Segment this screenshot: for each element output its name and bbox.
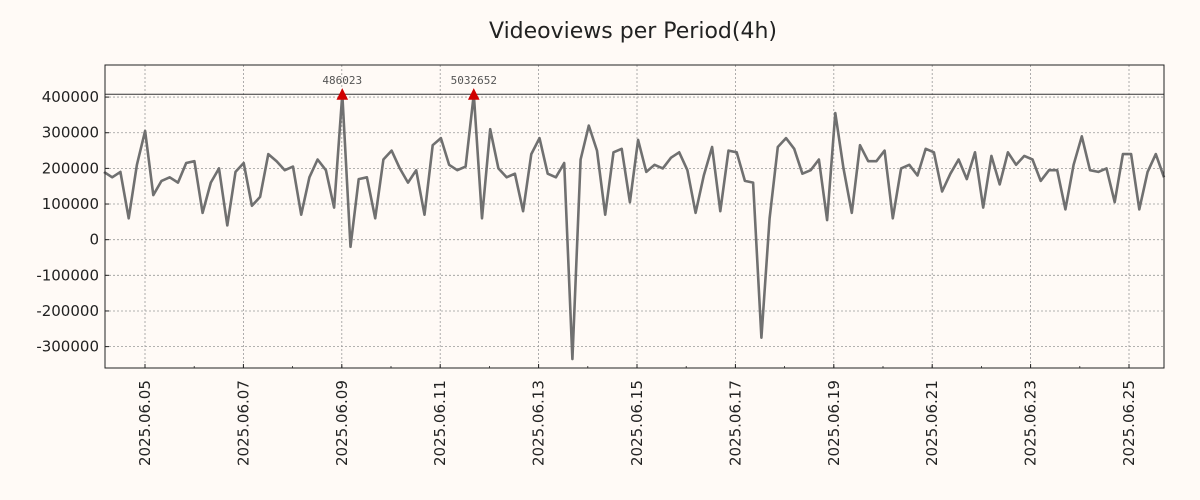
y-tick-label: 200000 (42, 159, 99, 177)
x-tick-label: 2025.06.11 (431, 380, 449, 466)
x-tick-label: 2025.06.09 (333, 380, 351, 466)
x-tick-label: 2025.06.13 (530, 380, 548, 466)
series-line (103, 92, 1166, 361)
peak-label: 5032652 (451, 74, 497, 87)
x-tick-label: 2025.06.23 (1022, 380, 1040, 466)
x-tick-label: 2025.06.19 (825, 380, 843, 466)
y-tick-label: -100000 (36, 266, 99, 284)
annotation-layer: 486023 5032652 (322, 74, 497, 100)
plot-frame (104, 64, 1165, 369)
x-tick-label: 2025.06.15 (628, 380, 646, 466)
chart-title: Videoviews per Period(4h) (489, 19, 777, 44)
x-tick-label: 2025.06.07 (234, 380, 252, 466)
y-tick-label: -300000 (36, 338, 99, 356)
x-tick-label: 2025.06.05 (136, 380, 154, 466)
x-tick-label: 2025.06.17 (726, 380, 744, 466)
peak-label: 486023 (322, 74, 362, 87)
y-tick-label: 400000 (42, 88, 99, 106)
x-tick-label: 2025.06.21 (923, 380, 941, 466)
y-tick-label: 100000 (42, 195, 99, 213)
y-tick-label: -200000 (36, 302, 99, 320)
grid (105, 65, 1164, 368)
y-tick-label: 0 (89, 231, 99, 249)
x-tick-label: 2025.06.25 (1120, 380, 1138, 466)
series-layer (103, 92, 1166, 361)
y-tick-label: 300000 (42, 124, 99, 142)
peak-marker (336, 88, 349, 100)
y-tick-labels: 400000 300000 200000 100000 0 -100000 -200000 -… (36, 88, 99, 356)
x-tick-labels: 2025.06.05 2025.06.07 2025.06.09 2025.06.11… (136, 380, 1138, 466)
peak-marker (467, 88, 480, 100)
